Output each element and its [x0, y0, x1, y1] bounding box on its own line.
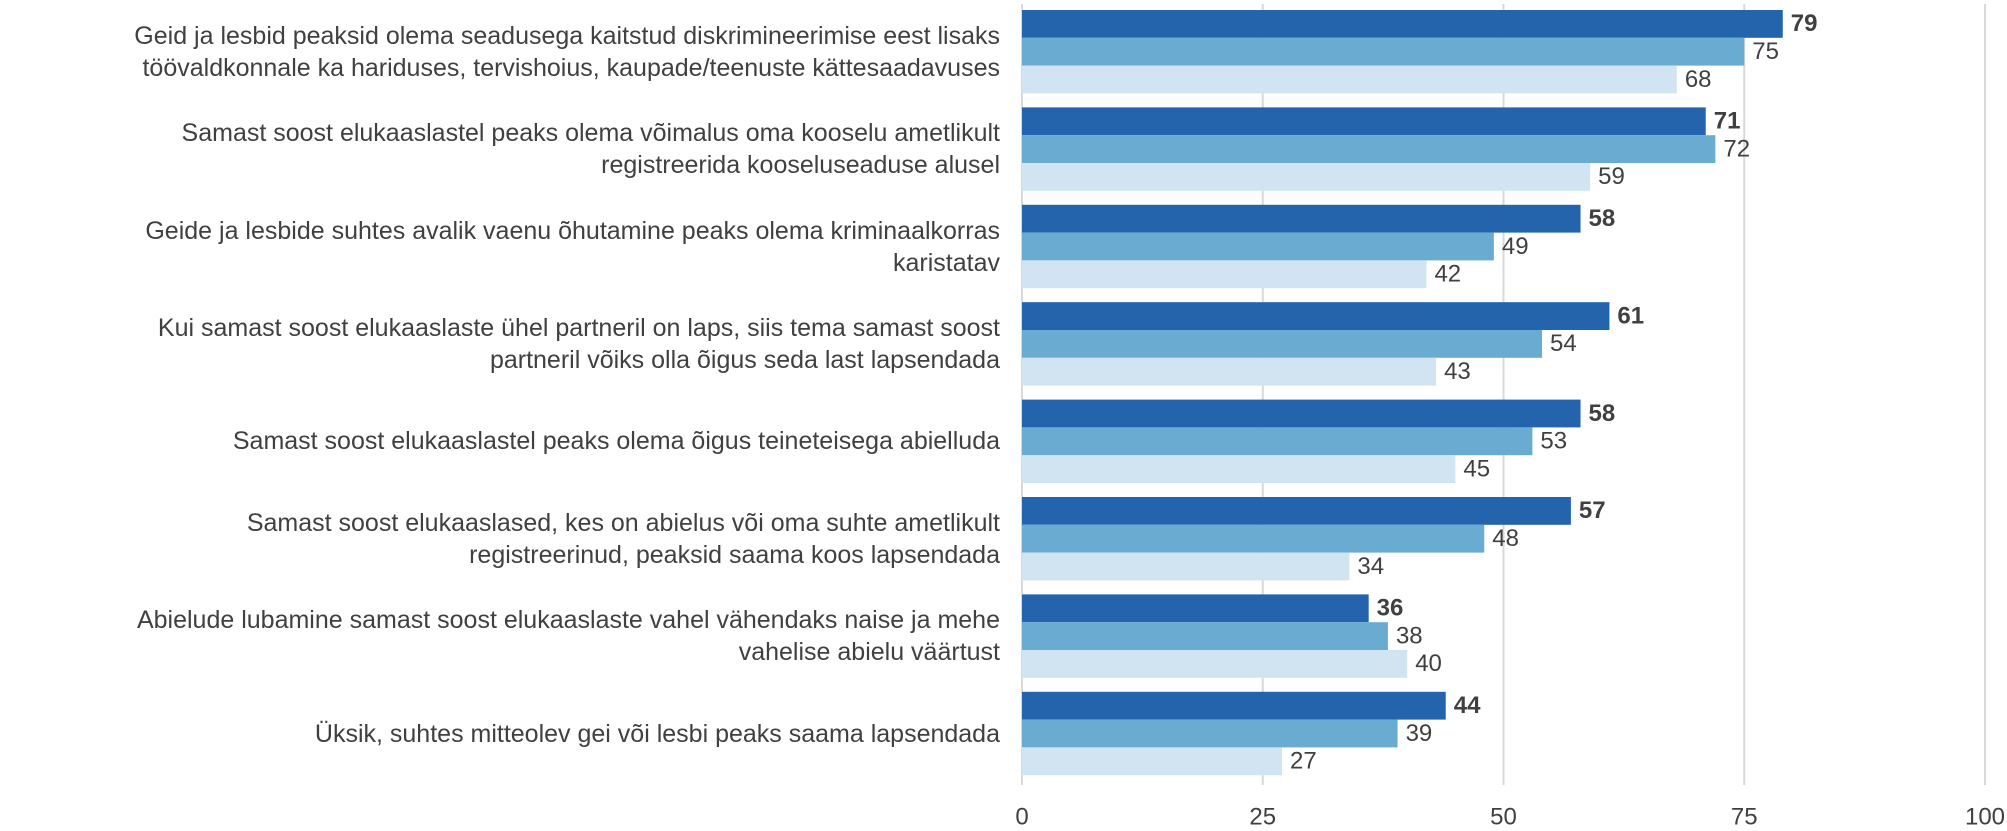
x-tick-label: 25 — [1249, 803, 1276, 830]
data-label: 75 — [1752, 38, 1779, 65]
bar — [1022, 163, 1591, 191]
bar — [1022, 594, 1369, 623]
bar — [1022, 37, 1745, 66]
data-label: 44 — [1454, 692, 1481, 719]
data-label: 59 — [1598, 163, 1625, 190]
x-tick-label: 50 — [1490, 803, 1517, 830]
bar — [1022, 330, 1543, 358]
data-label: 54 — [1550, 330, 1577, 357]
data-label: 45 — [1463, 455, 1490, 482]
bar — [1022, 719, 1398, 748]
bar — [1022, 357, 1437, 386]
data-label: 72 — [1723, 135, 1750, 162]
data-label: 58 — [1589, 400, 1616, 427]
category-label: Samast soost elukaaslased, kes on abielu… — [246, 508, 1000, 569]
category-label: Geid ja lesbid peaksid olema seadusega k… — [134, 21, 1000, 82]
bar — [1022, 10, 1783, 38]
category-label: Geide ja lesbide suhtes avalik vaenu õhu… — [145, 216, 1000, 277]
bar — [1022, 65, 1677, 94]
data-label: 79 — [1791, 10, 1818, 37]
data-label: 40 — [1415, 650, 1442, 677]
bar — [1022, 260, 1427, 289]
data-label: 36 — [1377, 595, 1404, 622]
bar — [1022, 204, 1581, 233]
bar — [1022, 232, 1494, 261]
x-tick-label: 100 — [1965, 803, 2005, 830]
bar — [1022, 747, 1283, 776]
data-label: 71 — [1714, 108, 1741, 135]
data-label: 57 — [1579, 497, 1606, 524]
data-label: 48 — [1492, 525, 1519, 552]
bar — [1022, 497, 1571, 525]
category-label: Samast soost elukaaslastel peaks olema v… — [181, 119, 1000, 180]
data-label: 39 — [1406, 720, 1433, 747]
bar — [1022, 650, 1408, 678]
x-tick-label: 75 — [1731, 803, 1758, 830]
data-label: 53 — [1540, 428, 1567, 455]
data-label: 43 — [1444, 358, 1471, 385]
bar — [1022, 399, 1581, 428]
data-label: 42 — [1434, 261, 1461, 288]
data-label: 38 — [1396, 622, 1423, 649]
data-label: 34 — [1357, 553, 1384, 580]
data-label: 49 — [1502, 233, 1529, 260]
category-label: Kui samast soost elukaaslaste ühel partn… — [157, 313, 1000, 374]
bar — [1022, 107, 1706, 136]
data-label: 61 — [1617, 302, 1644, 329]
bar — [1022, 622, 1388, 650]
data-label: 27 — [1290, 748, 1317, 775]
data-label: 68 — [1685, 66, 1712, 93]
category-label: Üksik, suhtes mitteolev gei või lesbi pe… — [314, 719, 1000, 748]
category-label: Samast soost elukaaslastel peaks olema õ… — [232, 427, 1000, 456]
bar — [1022, 552, 1350, 581]
bar — [1022, 455, 1456, 483]
bar — [1022, 427, 1533, 456]
x-tick-label: 0 — [1015, 803, 1028, 830]
data-label: 58 — [1589, 205, 1616, 232]
bar — [1022, 302, 1610, 330]
bar — [1022, 135, 1716, 163]
bar — [1022, 691, 1446, 720]
category-label: Abielude lubamine samast soost elukaasla… — [136, 606, 1000, 667]
bar — [1022, 524, 1485, 553]
